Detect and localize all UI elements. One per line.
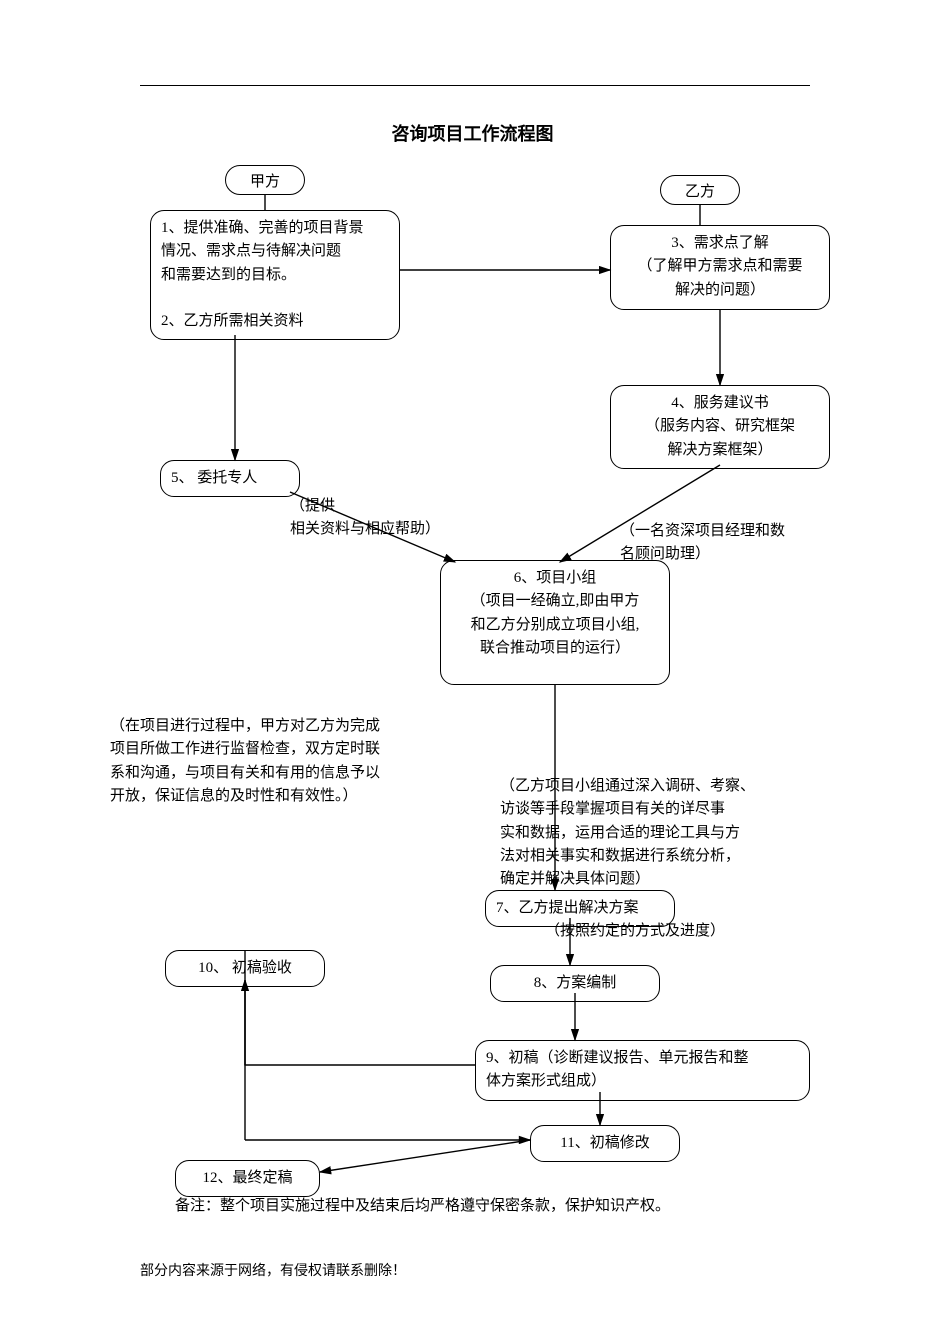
- footer-text: 部分内容来源于网络，有侵权请联系删除！: [140, 1260, 406, 1280]
- node-12: 12、最终定稿: [175, 1160, 320, 1197]
- annotation-7: （按照约定的方式及进度）: [545, 920, 795, 943]
- node-6: 6、项目小组（项目一经确立,即由甲方和乙方分别成立项目小组,联合推动项目的运行）: [440, 560, 670, 685]
- note: 备注：整个项目实施过程中及结束后均严格遵守保密条款，保护知识产权。: [175, 1195, 795, 1218]
- node-10: 10、 初稿验收: [165, 950, 325, 987]
- pill-jia: 甲方: [225, 165, 305, 195]
- header-rule: [140, 85, 810, 86]
- node-8: 8、方案编制: [490, 965, 660, 1002]
- node-9: 9、初稿（诊断建议报告、单元报告和整体方案形式组成）: [475, 1040, 810, 1101]
- annotation-4: （一名资深项目经理和数名顾问助理）: [620, 520, 840, 567]
- annotation-left: （在项目进行过程中，甲方对乙方为完成项目所做工作进行监督检查，双方定时联系和沟通…: [110, 715, 420, 808]
- pill-yi: 乙方: [660, 175, 740, 205]
- node-5: 5、 委托专人: [160, 460, 300, 497]
- node-3: 3、需求点了解（了解甲方需求点和需要解决的问题）: [610, 225, 830, 310]
- annotation-5: （提供相关资料与相应帮助）: [290, 495, 540, 542]
- page-title: 咨询项目工作流程图: [0, 120, 945, 146]
- node-1-2: 1、提供准确、完善的项目背景情况、需求点与待解决问题和需要达到的目标。2、乙方所…: [150, 210, 400, 340]
- flowchart-page: 咨询项目工作流程图 甲方 乙方 1、提供准确、完善的项目背景情况、需求点与待解决…: [0, 0, 945, 1337]
- annotation-right: （乙方项目小组通过深入调研、考察、访谈等手段掌握项目有关的详尽事实和数据，运用合…: [500, 775, 830, 891]
- node-4: 4、服务建议书（服务内容、研究框架解决方案框架）: [610, 385, 830, 469]
- node-11: 11、初稿修改: [530, 1125, 680, 1162]
